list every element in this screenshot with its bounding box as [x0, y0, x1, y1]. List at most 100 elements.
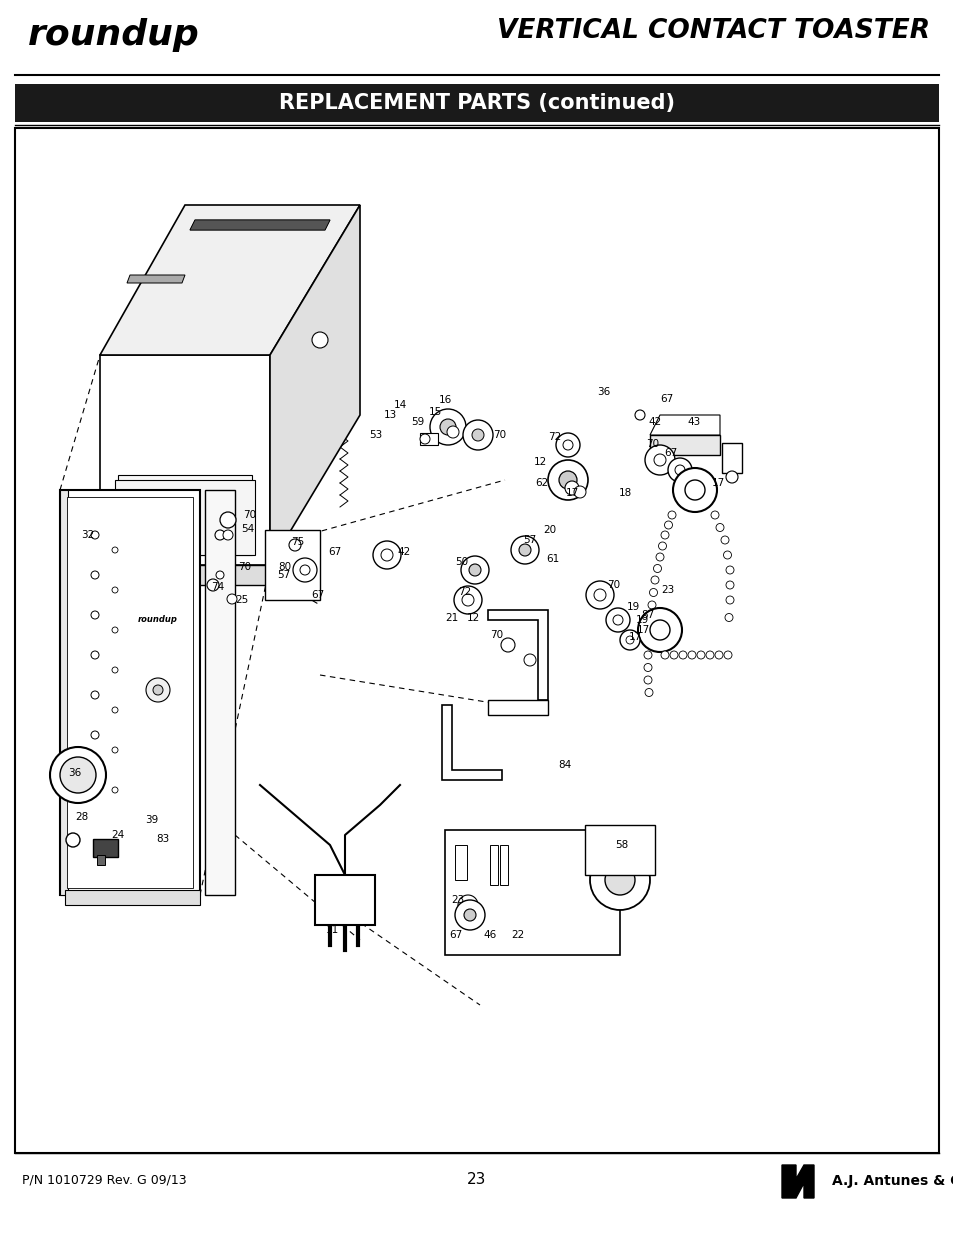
Polygon shape [100, 354, 270, 564]
Circle shape [447, 426, 458, 438]
Circle shape [91, 692, 99, 699]
Circle shape [380, 550, 393, 561]
Circle shape [207, 579, 219, 592]
Circle shape [430, 409, 465, 445]
Circle shape [455, 900, 484, 930]
Bar [721, 443, 741, 473]
Text: 23: 23 [660, 585, 674, 595]
Text: 57: 57 [523, 535, 536, 545]
Text: 39: 39 [145, 815, 158, 825]
Text: 87: 87 [640, 610, 654, 620]
Circle shape [635, 410, 644, 420]
Circle shape [112, 706, 118, 713]
Circle shape [66, 832, 80, 847]
Circle shape [91, 771, 99, 779]
Circle shape [91, 571, 99, 579]
Text: 67: 67 [663, 448, 677, 458]
Circle shape [710, 511, 719, 519]
Circle shape [585, 580, 614, 609]
Text: 70: 70 [238, 562, 252, 572]
Text: roundup: roundup [28, 19, 199, 52]
Text: 70: 70 [243, 510, 256, 520]
Text: 70: 70 [493, 430, 506, 440]
Text: 21: 21 [445, 613, 458, 622]
Circle shape [457, 895, 477, 915]
Text: 15: 15 [428, 408, 441, 417]
Circle shape [91, 611, 99, 619]
Circle shape [439, 419, 456, 435]
Text: 18: 18 [618, 488, 631, 498]
Text: 46: 46 [483, 930, 497, 940]
Text: 23: 23 [451, 895, 464, 905]
Polygon shape [67, 496, 193, 888]
Circle shape [669, 651, 678, 659]
Bar [130, 555, 185, 676]
Text: 54: 54 [241, 524, 254, 534]
Circle shape [112, 747, 118, 753]
Circle shape [643, 676, 651, 684]
Circle shape [91, 651, 99, 659]
Text: 17: 17 [711, 478, 724, 488]
Circle shape [500, 638, 515, 652]
Circle shape [625, 636, 634, 643]
Text: 80: 80 [278, 562, 292, 572]
Circle shape [50, 747, 106, 803]
Text: 17: 17 [636, 625, 649, 635]
Bar [92, 839, 118, 857]
Circle shape [91, 531, 99, 538]
Text: 11: 11 [325, 925, 338, 935]
Text: 58: 58 [615, 840, 628, 850]
Circle shape [227, 594, 236, 604]
Circle shape [654, 454, 665, 466]
Text: roundup: roundup [138, 615, 178, 625]
Polygon shape [649, 415, 720, 435]
Polygon shape [90, 564, 270, 585]
Circle shape [647, 601, 656, 609]
Text: 17: 17 [628, 632, 641, 642]
Text: P/N 1010729 Rev. G 09/13: P/N 1010729 Rev. G 09/13 [22, 1173, 187, 1187]
Text: 59: 59 [411, 417, 424, 427]
Circle shape [215, 571, 224, 579]
Text: 36: 36 [69, 768, 82, 778]
Text: 19: 19 [635, 615, 648, 625]
Circle shape [667, 511, 676, 519]
Circle shape [638, 608, 681, 652]
Circle shape [293, 558, 316, 582]
Circle shape [645, 626, 654, 634]
Circle shape [462, 420, 493, 450]
Text: 72: 72 [457, 587, 471, 597]
Text: 42: 42 [397, 547, 410, 557]
Circle shape [547, 459, 587, 500]
Text: 25: 25 [235, 595, 249, 605]
Bar [584, 825, 655, 876]
Bar [15, 84, 938, 122]
Circle shape [518, 543, 531, 556]
Circle shape [419, 433, 430, 445]
Text: 67: 67 [311, 590, 324, 600]
Bar [419, 433, 437, 445]
Polygon shape [115, 480, 254, 555]
Circle shape [373, 541, 400, 569]
Circle shape [556, 433, 579, 457]
Circle shape [60, 757, 96, 793]
Circle shape [558, 471, 577, 489]
Circle shape [643, 663, 651, 672]
Circle shape [562, 440, 573, 450]
Polygon shape [60, 490, 200, 895]
Circle shape [299, 564, 310, 576]
Bar [499, 845, 507, 885]
Polygon shape [100, 205, 359, 354]
Polygon shape [441, 705, 501, 781]
Circle shape [112, 627, 118, 634]
Circle shape [589, 850, 649, 910]
Text: REPLACEMENT PARTS (continued): REPLACEMENT PARTS (continued) [278, 93, 675, 112]
Bar [163, 535, 187, 547]
Circle shape [643, 651, 651, 659]
Circle shape [714, 651, 722, 659]
Circle shape [511, 536, 538, 564]
Circle shape [146, 678, 170, 701]
Text: 22: 22 [511, 930, 524, 940]
Circle shape [223, 530, 233, 540]
Text: 32: 32 [81, 530, 94, 540]
Circle shape [722, 551, 731, 559]
